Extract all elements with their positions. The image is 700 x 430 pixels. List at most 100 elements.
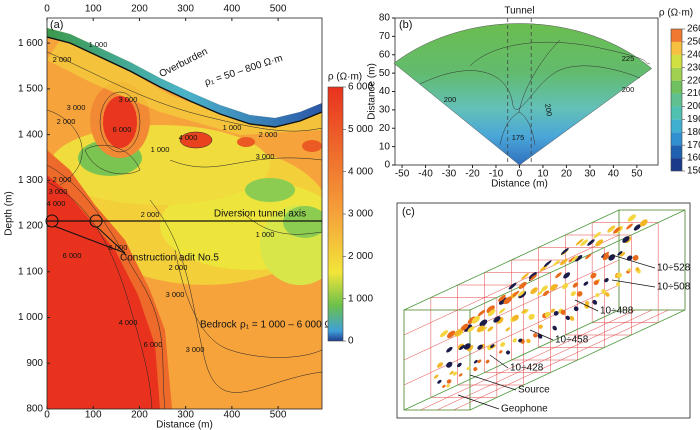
event-blob: [433, 374, 439, 379]
grid-frame: [420, 309, 636, 411]
event-blob: [617, 251, 623, 256]
event-blob: [595, 239, 604, 247]
event-blob: [604, 277, 609, 283]
event-blob: [538, 324, 543, 329]
x-axis-title: Distance (m): [156, 420, 213, 430]
contour-label: 3 000: [119, 95, 138, 104]
leader-line: [469, 374, 517, 391]
contour-label: 4 000: [179, 133, 198, 142]
event-blob: [576, 291, 583, 297]
colorbar-tick-label: 150: [687, 166, 700, 177]
event-blob: [463, 343, 471, 350]
y-tick-label: 80: [379, 13, 391, 24]
event-blob: [542, 290, 550, 297]
event-blob: [626, 255, 633, 261]
y-tick-label: 900: [26, 358, 43, 369]
event-blob: [500, 342, 506, 347]
grid-frame: [403, 284, 620, 386]
contour-line: [47, 164, 166, 409]
event-blob: [608, 226, 616, 233]
contour-label: 3 000: [186, 345, 205, 354]
contour-label: 4 000: [119, 318, 138, 327]
event-blob: [498, 308, 506, 314]
contour-line: [99, 91, 141, 153]
contour-label: 6 000: [109, 243, 128, 252]
x-axis-title: Distance (m): [491, 179, 548, 190]
annotation: Source: [518, 385, 550, 396]
x-tick-label: -30: [442, 169, 457, 180]
contour-label: 1 000: [223, 123, 242, 132]
event-blob: [528, 272, 537, 280]
annotation: 10÷458: [555, 335, 589, 346]
event-blob: [626, 223, 633, 230]
event-blob: [485, 359, 490, 364]
colorbar-tick-label: 2 000: [348, 251, 373, 262]
event-blob: [593, 280, 599, 286]
colorbar-tick-label: 0: [348, 336, 354, 347]
event-blob: [552, 325, 557, 331]
y-axis-title: Depth (m): [4, 191, 15, 235]
leader-line: [529, 329, 554, 341]
y-tick-label: 10: [379, 141, 391, 152]
plot-frame: [46, 17, 323, 410]
contour-line: [179, 131, 213, 149]
event-blob: [632, 255, 639, 261]
annotation: Diversion tunnel axis: [214, 209, 306, 220]
overburden: [47, 28, 322, 127]
event-blob: [517, 290, 525, 297]
y-tick-label: 0: [384, 160, 390, 171]
event-blob: [627, 214, 636, 222]
colorbar-swatch: [671, 41, 682, 55]
event-blob: [456, 362, 462, 368]
event-blob: [528, 313, 535, 320]
event-blob: [446, 361, 453, 368]
field: [237, 137, 255, 147]
chart-title: Tunnel: [504, 6, 534, 17]
ground-surface: [47, 36, 322, 128]
colorbar-tick-label: 160: [687, 153, 700, 164]
event-blob: [590, 272, 597, 279]
event-blob: [544, 311, 551, 318]
x-tick-label: 500: [270, 4, 287, 15]
colorbar-tick-label: 170: [687, 140, 700, 151]
event-blob: [619, 251, 626, 257]
event-blob: [503, 296, 512, 305]
event-blob: [570, 291, 576, 297]
contour-line: [469, 41, 651, 67]
colorbar-swatch: [671, 54, 682, 68]
contour-label: 1 000: [89, 40, 108, 49]
field: [180, 132, 212, 148]
event-blob: [437, 362, 443, 368]
event-blob: [602, 254, 610, 261]
x-tick-label: 100: [85, 4, 102, 15]
panel-label: (c): [402, 206, 415, 218]
event-blob: [490, 344, 495, 348]
panel-frame: [396, 202, 691, 419]
contour-line: [169, 157, 322, 168]
contour-label: 2 000: [53, 175, 72, 184]
leader-line: [457, 394, 500, 410]
annotation: ρ₁ = 1 000 – 6 000 Ω·m: [240, 320, 344, 331]
event-blob: [543, 260, 552, 267]
event-blob: [635, 267, 640, 272]
event-blob: [487, 309, 496, 317]
event-blob: [571, 255, 579, 262]
event-blob: [593, 231, 601, 239]
event-blob: [565, 315, 570, 321]
event-blob: [452, 371, 458, 376]
event-blob: [601, 289, 607, 295]
x-tick-label: 500: [270, 410, 287, 421]
colorbar-tick-label: 6 000: [348, 82, 373, 93]
contour-line: [47, 109, 83, 186]
event-blob: [613, 227, 621, 234]
colorbar-tick-label: 190: [687, 114, 700, 125]
adit-marker: [45, 214, 59, 228]
y-tick-label: 1 500: [18, 84, 43, 95]
contour-label: 4 000: [47, 199, 66, 208]
colorbar-tick-label: 5 000: [348, 124, 373, 135]
event-blob: [477, 344, 483, 350]
contour-line: [149, 199, 322, 393]
x-tick-label: 0: [44, 410, 50, 421]
contour-line: [419, 65, 641, 110]
